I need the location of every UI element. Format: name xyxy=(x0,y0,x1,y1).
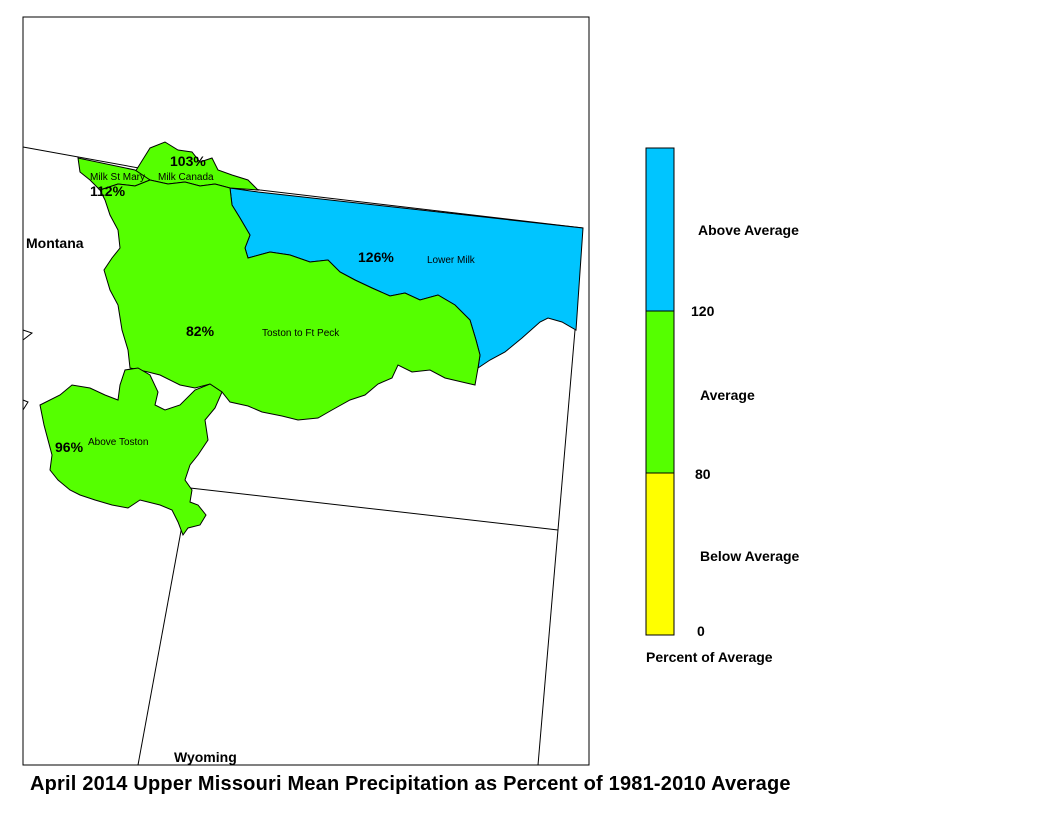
legend-break-120: 120 xyxy=(691,303,715,319)
legend-title: Percent of Average xyxy=(646,649,773,665)
state-label-montana: Montana xyxy=(26,235,84,251)
state-boundaries xyxy=(22,146,584,766)
name-label-milk-st-mary: Milk St Mary xyxy=(90,172,145,183)
state-label-wyoming: Wyoming xyxy=(174,749,237,765)
percent-label-milk-canada: 103% xyxy=(170,153,206,169)
percent-label-toston-to-ft-peck: 82% xyxy=(186,323,215,339)
percent-label-above-toston: 96% xyxy=(55,439,84,455)
basins xyxy=(39,141,584,537)
percent-label-milk-st-mary: 112% xyxy=(90,183,126,199)
name-label-toston-to-ft-peck: Toston to Ft Peck xyxy=(262,328,340,339)
legend-break-0: 0 xyxy=(697,623,705,639)
map-title: April 2014 Upper Missouri Mean Precipita… xyxy=(30,773,791,795)
legend-swatch-above-average xyxy=(645,147,675,312)
legend-label-above-average: Above Average xyxy=(698,222,799,238)
percent-label-lower-milk: 126% xyxy=(358,249,394,265)
legend-swatch-average xyxy=(645,310,675,474)
legend: Above Average Average Below Average 120 … xyxy=(645,147,800,665)
legend-label-below-average: Below Average xyxy=(700,548,800,564)
name-label-milk-canada: Milk Canada xyxy=(158,172,214,183)
idaho-edge xyxy=(22,329,34,341)
basin-toston-to-ft-peck[interactable] xyxy=(99,179,481,421)
canada-border-line xyxy=(22,146,584,229)
idaho-edge-2 xyxy=(22,399,29,411)
name-label-above-toston: Above Toston xyxy=(88,437,148,448)
montana-wyoming-border xyxy=(189,487,559,531)
basin-above-toston[interactable] xyxy=(39,367,223,537)
wyoming-west-border xyxy=(137,519,184,766)
legend-break-80: 80 xyxy=(695,466,711,482)
basin-labels: 103% Milk St Mary Milk Canada 112% 126% … xyxy=(55,153,476,455)
legend-label-average: Average xyxy=(700,387,755,403)
legend-swatch-below-average xyxy=(645,472,675,636)
dakota-border xyxy=(537,329,576,766)
name-label-lower-milk: Lower Milk xyxy=(427,255,476,266)
